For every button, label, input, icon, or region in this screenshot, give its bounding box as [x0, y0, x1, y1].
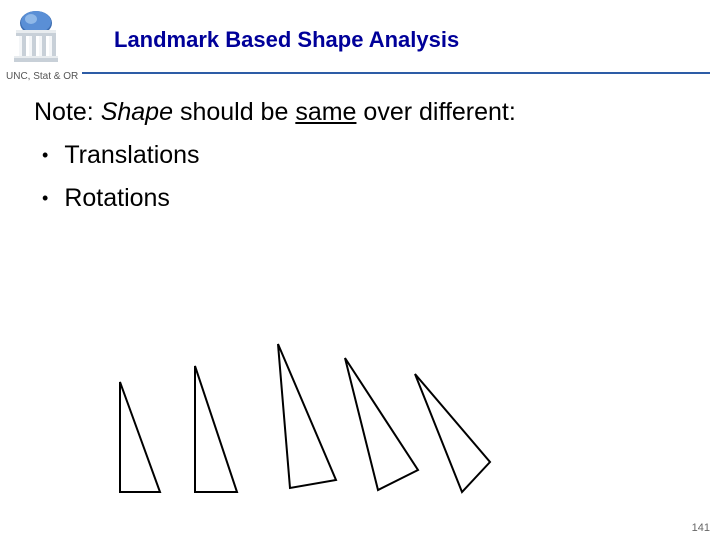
- note-prefix: Note:: [34, 98, 101, 126]
- note-line: Note: Shape should be same over differen…: [34, 98, 700, 127]
- slide-header: Landmark Based Shape Analysis: [0, 0, 720, 64]
- bullet-item: • Rotations: [42, 184, 700, 213]
- bullet-dot-icon: •: [42, 188, 48, 209]
- subtitle-row: UNC, Stat & OR: [0, 66, 720, 84]
- shape-word: Shape: [101, 98, 173, 126]
- bullet-label: Rotations: [64, 184, 170, 213]
- note-mid: should be: [173, 98, 295, 126]
- affiliation-text: UNC, Stat & OR: [0, 71, 82, 82]
- same-word: same: [295, 98, 356, 126]
- note-suffix: over different:: [356, 98, 515, 126]
- slide-number: 141: [692, 522, 710, 534]
- slide-title: Landmark Based Shape Analysis: [114, 27, 459, 53]
- slide-body: Note: Shape should be same over differen…: [0, 84, 720, 213]
- bullet-item: • Translations: [42, 141, 700, 170]
- triangle-diagram: [0, 290, 720, 520]
- bullet-dot-icon: •: [42, 145, 48, 166]
- header-rule: [6, 72, 710, 74]
- bullet-label: Translations: [64, 141, 199, 170]
- unc-logo: [8, 8, 64, 64]
